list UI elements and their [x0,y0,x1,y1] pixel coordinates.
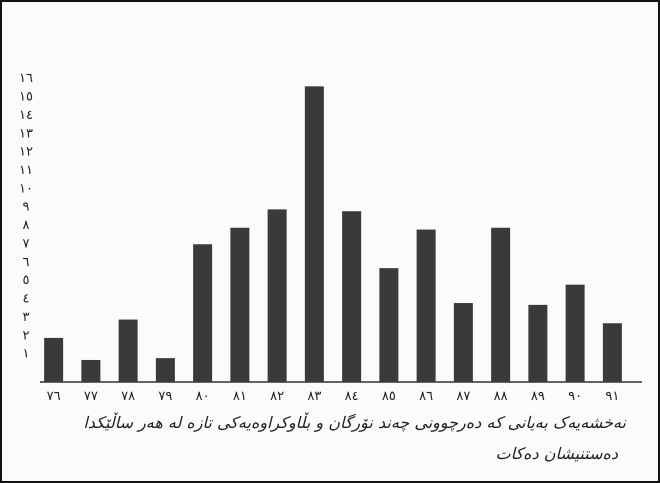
bar [267,209,287,382]
x-tick-label: ٧٨ [121,389,135,404]
bar [44,337,64,382]
x-tick-label: ٩٠ [568,389,582,404]
bar [304,86,324,382]
x-tick-label: ٨٦ [419,389,433,404]
x-tick-label: ٨٧ [456,389,470,404]
y-tick-label: ١٣ [19,126,33,141]
bar [81,359,101,382]
y-tick-label: ١ [23,347,30,362]
x-tick-label: ٨٠ [196,389,210,404]
x-tick-label: ٧٧ [84,389,98,404]
x-tick-label: ٨٤ [345,389,359,404]
bar [155,358,175,382]
y-tick-label: ١٢ [19,145,33,160]
bar [565,284,585,382]
x-tick-label: ٨٨ [494,389,508,404]
caption-line-2: دەستنیشان دەکات [495,444,618,463]
bar [193,244,213,382]
bar [453,303,473,382]
x-tick-label: ٧٩ [158,389,172,404]
y-tick-label: ٣ [23,310,30,325]
x-tick-label: ٨٢ [270,389,284,404]
y-tick-label: ٧ [23,236,30,251]
x-tick-label: ٩١ [605,389,619,404]
bar [416,229,436,382]
x-tick-label: ٨١ [233,389,247,404]
y-tick-label: ١١ [19,163,33,178]
y-tick-label: ١٥ [19,90,33,105]
x-tick-label: ٨٥ [382,389,396,404]
y-tick-label: ١٠ [19,181,33,196]
bar [230,227,250,382]
y-tick-label: ٨ [23,218,30,233]
bars [44,86,622,382]
y-tick-label: ٢ [23,328,30,343]
y-tick-label: ٤ [23,292,30,307]
x-tick-label: ٧٦ [47,389,61,404]
bar [602,323,622,382]
y-tick-label: ١٤ [19,108,33,123]
x-tick-label: ٨٩ [531,389,545,404]
bar [118,319,138,382]
caption-line-1: نەخشەیەک بەیانی کە دەرچوونی چەند نۆرگان … [83,413,626,432]
x-tick-label: ٨٣ [307,389,321,404]
bar [379,268,399,382]
y-tick-label: ٩ [23,200,30,215]
bar [528,304,548,382]
x-axis: ٧٦ ٧٧ ٧٨ ٧٩ ٨٠ ٨١ ٨٢ ٨٣ ٨٤ ٨٥ ٨٦ ٨٧ ٨٨ ٨٩ ٩٠ ٩١ [40,381,642,404]
y-tick-label: ٦ [23,255,30,270]
y-tick-label: ٥ [23,273,30,288]
bar [342,211,362,382]
bar [491,227,511,382]
y-tick-label: ١٦ [19,71,33,86]
